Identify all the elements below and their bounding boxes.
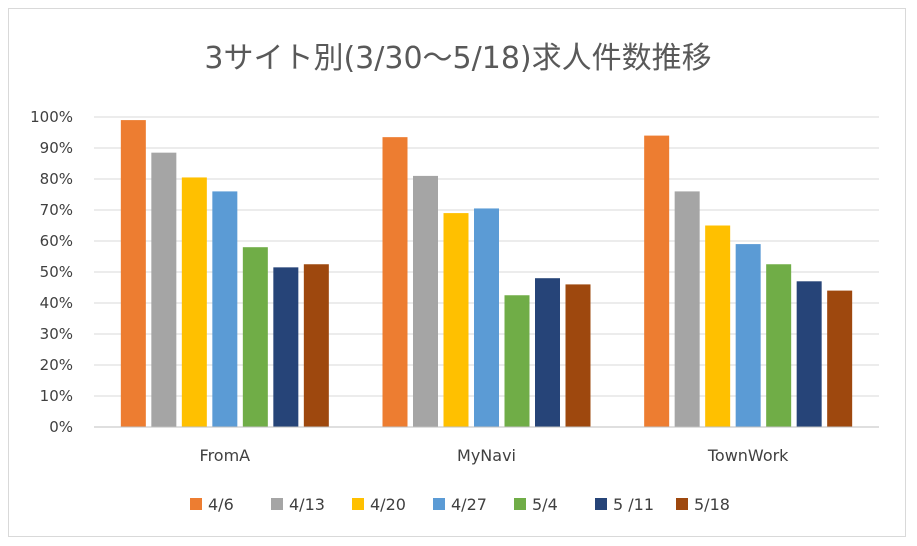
bar-townwork-5 — [766, 264, 792, 427]
bar-townwork-4 — [735, 244, 761, 427]
bar-mynavi-5 — [504, 295, 530, 427]
legend-label: 4/27 — [451, 495, 487, 514]
legend-label: 4/20 — [370, 495, 406, 514]
y-tick-label: 20% — [40, 356, 73, 374]
legend-swatch — [433, 498, 445, 510]
legend-swatch — [190, 498, 202, 510]
legend-swatch — [352, 498, 364, 510]
bar-froma-6 — [273, 267, 299, 427]
bar-froma-4 — [212, 191, 238, 427]
category-label: FromA — [200, 446, 251, 465]
y-tick-label: 100% — [30, 108, 73, 126]
bar-townwork-3 — [705, 225, 731, 427]
bars — [120, 120, 853, 427]
bar-mynavi-6 — [535, 278, 560, 427]
legend: 4/6 4/13 4/20 4/27 5/4 5 /11 5/18 — [190, 495, 730, 514]
bar-froma-2 — [151, 152, 177, 427]
y-tick-label: 50% — [40, 263, 73, 281]
legend-swatch — [271, 498, 283, 510]
y-tick-label: 40% — [40, 294, 73, 312]
y-tick-label: 70% — [40, 201, 73, 219]
bar-townwork-1 — [644, 135, 670, 427]
bar-froma-5 — [242, 247, 268, 427]
category-labels: FromA MyNavi TownWork — [200, 446, 790, 465]
legend-label: 4/13 — [289, 495, 325, 514]
y-tick-label: 30% — [40, 325, 73, 343]
bar-townwork-2 — [674, 191, 700, 427]
legend-label: 4/6 — [208, 495, 234, 514]
legend-label: 5/4 — [532, 495, 558, 514]
y-tick-label: 10% — [40, 387, 73, 405]
legend-swatch — [595, 498, 607, 510]
y-tick-label: 80% — [40, 170, 73, 188]
bar-froma-1 — [120, 120, 146, 427]
legend-swatch — [676, 498, 688, 510]
bar-mynavi-3 — [443, 213, 469, 427]
bar-mynavi-7 — [565, 284, 591, 427]
category-label: MyNavi — [457, 446, 516, 465]
bar-mynavi-2 — [413, 175, 438, 427]
bar-mynavi-4 — [474, 208, 499, 427]
y-tick-label: 90% — [40, 139, 73, 157]
y-tick-label: 0% — [49, 418, 73, 436]
bar-froma-7 — [303, 264, 329, 427]
y-tick-label: 60% — [40, 232, 73, 250]
chart-title: 3サイト別(3/30～5/18)求人件数推移 — [204, 41, 711, 76]
bar-townwork-6 — [796, 281, 822, 427]
bar-townwork-7 — [827, 290, 853, 427]
legend-label: 5 /11 — [613, 495, 654, 514]
bar-froma-3 — [181, 177, 207, 427]
y-axis-ticks: 0% 10% 20% 30% 40% 50% 60% 70% 80% 90% 100% — [30, 108, 73, 436]
legend-swatch — [514, 498, 526, 510]
legend-label: 5/18 — [694, 495, 730, 514]
category-label: TownWork — [707, 446, 789, 465]
bar-mynavi-1 — [382, 137, 408, 427]
